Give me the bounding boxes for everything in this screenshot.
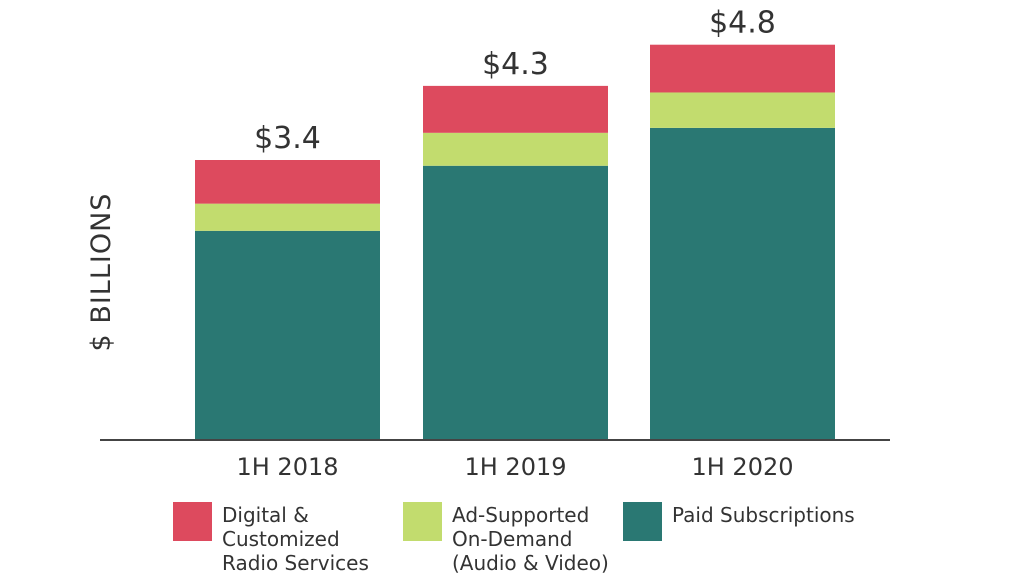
legend-label: Radio Services: [222, 551, 369, 575]
legend-swatch: [173, 502, 212, 541]
x-tick-label: 1H 2018: [236, 453, 338, 481]
legend-label: Digital &: [222, 503, 309, 527]
bar-segment-digital-radio: [423, 85, 608, 133]
total-label: $3.4: [254, 121, 321, 156]
legend-label: Ad-Supported: [452, 503, 589, 527]
bar-segment-digital-radio: [195, 160, 380, 204]
legend-swatch: [623, 502, 662, 541]
legend-label: On-Demand: [452, 527, 572, 551]
legend-label: (Audio & Video): [452, 551, 609, 575]
bar-segment-paid-subscriptions: [195, 230, 380, 440]
bar-segment-paid-subscriptions: [650, 127, 835, 440]
bars: [195, 44, 835, 440]
bar-segment-ad-supported: [650, 92, 835, 128]
bar-segment-ad-supported: [423, 132, 608, 166]
legend-item: Paid Subscriptions: [623, 502, 855, 541]
total-label: $4.3: [482, 47, 549, 82]
x-tick-label: 1H 2019: [464, 453, 566, 481]
total-label: $4.8: [709, 6, 776, 41]
bar-segment-digital-radio: [650, 44, 835, 93]
total-labels: $3.4 $4.3 $4.8: [254, 6, 776, 156]
x-tick-label: 1H 2020: [691, 453, 793, 481]
y-axis-label: $ BILLIONS: [86, 193, 117, 352]
bar-segment-ad-supported: [195, 203, 380, 231]
legend-label: Paid Subscriptions: [672, 503, 855, 527]
bar-segment-paid-subscriptions: [423, 165, 608, 440]
x-tick-labels: 1H 2018 1H 2019 1H 2020: [236, 453, 793, 481]
legend-label: Customized: [222, 527, 340, 551]
legend-swatch: [403, 502, 442, 541]
